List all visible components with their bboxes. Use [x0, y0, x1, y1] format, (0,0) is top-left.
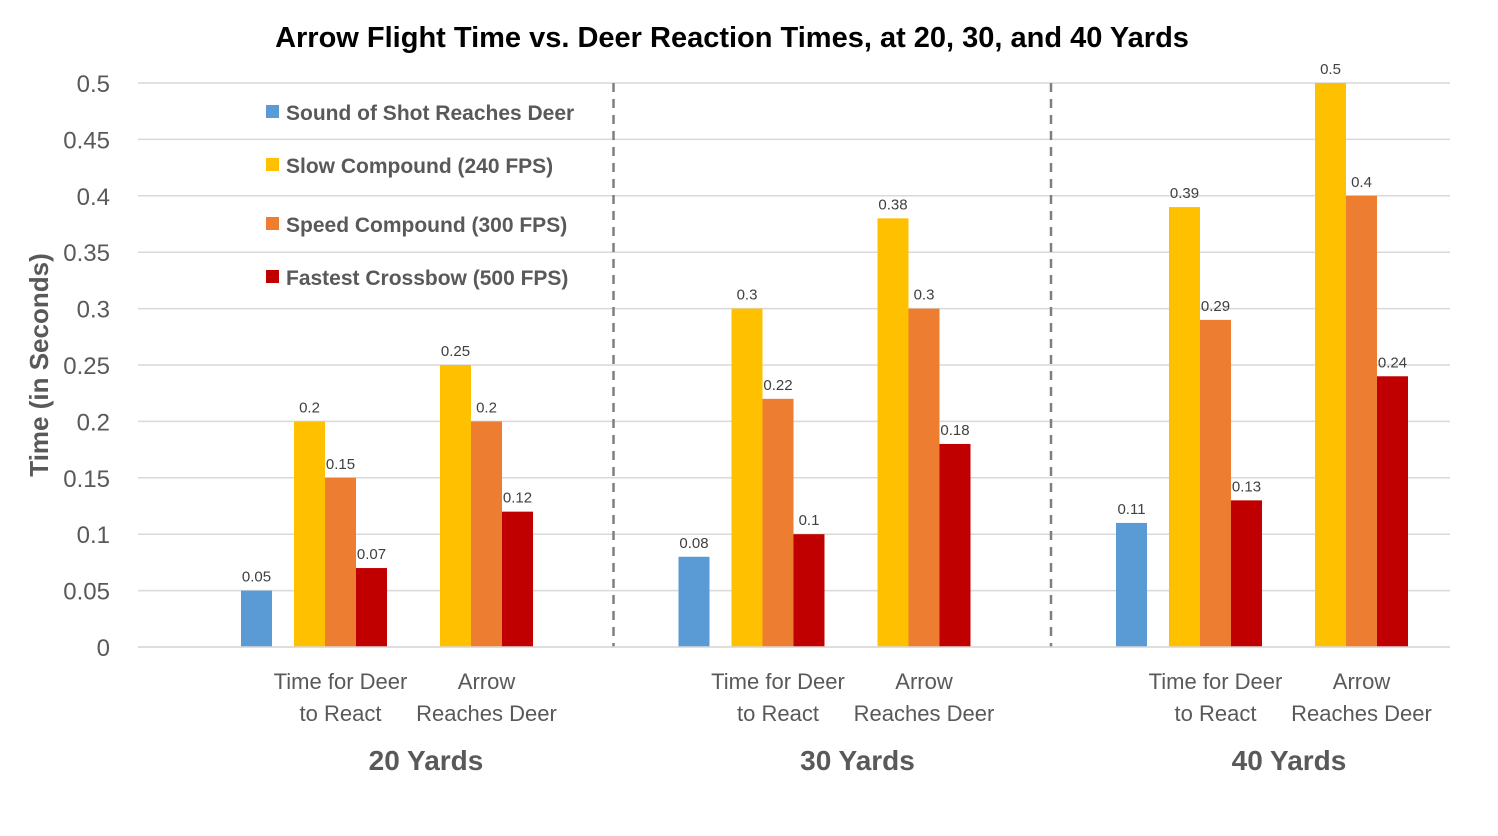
- y-tick-label: 0.15: [63, 466, 110, 493]
- bar: [793, 534, 825, 647]
- y-axis-label: Time (in Seconds): [24, 253, 54, 476]
- legend-swatch: [266, 217, 279, 230]
- y-tick-label: 0.4: [77, 184, 110, 211]
- data-label: 0.11: [1117, 501, 1145, 518]
- bar: [908, 308, 940, 647]
- data-label: 0.5: [1320, 61, 1341, 78]
- bar: [294, 421, 325, 647]
- data-label: 0.12: [503, 490, 532, 507]
- y-tick-label: 0.3: [77, 297, 110, 324]
- legend-item: Slow Compound (240 FPS): [266, 155, 553, 178]
- legend-label: Speed Compound (300 FPS): [286, 214, 567, 237]
- category-label: Arrow: [895, 669, 953, 694]
- data-label: 0.2: [299, 399, 320, 416]
- y-tick-label: 0.35: [63, 240, 110, 267]
- data-label: 0.1: [799, 512, 820, 529]
- bar: [1169, 207, 1200, 647]
- data-label: 0.07: [357, 546, 386, 563]
- data-label: 0.22: [763, 377, 792, 394]
- legend-label: Fastest Crossbow (500 FPS): [286, 267, 568, 290]
- bar: [762, 398, 794, 647]
- data-label: 0.25: [441, 343, 470, 360]
- bar: [1315, 83, 1346, 647]
- y-tick-label: 0.5: [77, 71, 110, 98]
- y-tick-label: 0.05: [63, 579, 110, 606]
- y-tick-label: 0.1: [77, 522, 110, 549]
- group-label: 40 Yards: [1232, 745, 1347, 776]
- bar: [471, 421, 502, 647]
- bar: [1116, 522, 1147, 647]
- bar: [440, 365, 471, 647]
- legend-label: Sound of Shot Reaches Deer: [286, 102, 574, 125]
- y-tick-label: 0.45: [63, 127, 110, 154]
- data-label: 0.4: [1351, 174, 1372, 191]
- legend-label: Slow Compound (240 FPS): [286, 155, 553, 178]
- category-label: Time for Deer: [1149, 669, 1283, 694]
- group-label: 20 Yards: [369, 745, 484, 776]
- bar: [1231, 500, 1262, 647]
- bar: [877, 218, 909, 648]
- bar: [1346, 195, 1377, 648]
- legend-item: Sound of Shot Reaches Deer: [266, 102, 574, 125]
- legend-item: Fastest Crossbow (500 FPS): [266, 267, 568, 290]
- data-label: 0.18: [940, 422, 969, 439]
- data-label: 0.13: [1232, 478, 1261, 495]
- bar: [241, 590, 272, 647]
- data-label: 0.2: [476, 399, 497, 416]
- category-label: to React: [1175, 701, 1257, 726]
- data-label: 0.3: [737, 287, 758, 304]
- bar: [731, 308, 763, 647]
- data-label: 0.39: [1170, 185, 1199, 202]
- category-label: to React: [300, 701, 382, 726]
- y-tick-label: 0.2: [77, 409, 110, 436]
- bar: [325, 477, 356, 647]
- data-label: 0.05: [242, 569, 271, 586]
- bar: [1377, 376, 1408, 647]
- y-tick-label: 0: [97, 635, 110, 662]
- legend-item: Speed Compound (300 FPS): [266, 214, 567, 237]
- data-label: 0.15: [326, 456, 355, 473]
- group-label: 30 Yards: [800, 745, 915, 776]
- legend-swatch: [266, 270, 279, 283]
- data-label: 0.29: [1201, 298, 1230, 315]
- category-label: Arrow: [1333, 669, 1391, 694]
- category-label: Reaches Deer: [1291, 701, 1432, 726]
- category-label: Time for Deer: [711, 669, 845, 694]
- bar: [1200, 319, 1231, 647]
- legend-swatch: [266, 105, 279, 118]
- bar: [502, 511, 533, 647]
- bar: [356, 568, 387, 647]
- chart-title: Arrow Flight Time vs. Deer Reaction Time…: [275, 22, 1189, 54]
- legend-swatch: [266, 158, 279, 171]
- bar: [939, 443, 971, 647]
- category-label: Reaches Deer: [854, 701, 995, 726]
- data-label: 0.38: [878, 196, 907, 213]
- category-label: Time for Deer: [274, 669, 408, 694]
- bar: [678, 556, 710, 647]
- category-label: Arrow: [458, 669, 516, 694]
- category-label: Reaches Deer: [416, 701, 557, 726]
- y-tick-label: 0.25: [63, 353, 110, 380]
- category-label: to React: [737, 701, 819, 726]
- data-label: 0.08: [679, 535, 708, 552]
- data-label: 0.3: [914, 287, 935, 304]
- data-label: 0.24: [1378, 354, 1407, 371]
